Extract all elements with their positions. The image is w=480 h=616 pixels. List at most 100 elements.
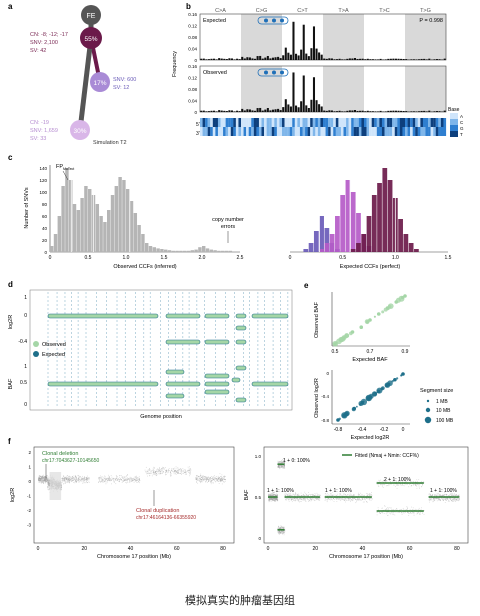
f-left-point (206, 477, 208, 479)
b-heat-cell (440, 118, 444, 127)
f-right-point (297, 499, 298, 500)
f-left-point (45, 482, 46, 484)
f-left-point (190, 469, 191, 471)
f-left-point (224, 478, 226, 480)
f-left-point (135, 475, 137, 477)
f-right-point (335, 494, 337, 496)
f-left-point (82, 477, 84, 479)
f-right-point (272, 499, 273, 501)
b-bar (282, 107, 285, 112)
f-left-point (200, 478, 202, 480)
f-right-point (273, 491, 275, 493)
f-right-point (312, 495, 313, 497)
b-bar (423, 110, 426, 112)
f-left-point (44, 479, 46, 481)
f-right-point (282, 464, 283, 466)
b-heat-cell (228, 118, 231, 127)
d-legend-observed: Observed (42, 342, 66, 348)
f-right-point (290, 495, 292, 496)
f-right-point (288, 500, 290, 502)
e-legend-dot-1 (426, 399, 430, 403)
f-right-point (284, 528, 286, 530)
f-left-point (118, 480, 119, 482)
f-right-point (299, 501, 300, 503)
f-left-point (126, 479, 127, 481)
f-left-point (197, 479, 199, 481)
f-left-point (161, 472, 163, 474)
panel-label-f: f (8, 437, 11, 446)
f-left-point (220, 476, 222, 477)
f-right-point (292, 499, 294, 500)
f-left-point (68, 478, 70, 479)
f-left-point (98, 481, 99, 483)
b-bar (223, 58, 226, 60)
f-right-point (341, 497, 343, 499)
f-right-point (293, 494, 295, 496)
f-right-point (339, 493, 341, 494)
f-left-point (119, 479, 120, 481)
f-left-point (132, 480, 133, 482)
f-right-point (272, 497, 274, 499)
f-left-point (205, 479, 207, 480)
f-right-point (270, 495, 272, 497)
f-right-point (308, 492, 309, 493)
c-left-bar (88, 189, 92, 252)
f-right-point (360, 495, 362, 497)
f-left-point (187, 469, 189, 471)
f-left-point (217, 480, 218, 481)
b-bar (394, 110, 398, 112)
b-bar (328, 110, 331, 112)
f-left-point (103, 477, 105, 479)
f-left-point (47, 480, 49, 482)
f-left-point (86, 481, 87, 483)
f-left-point (116, 477, 118, 479)
f-left-point (130, 477, 132, 479)
c-left-bar (50, 246, 54, 252)
f-right-point (364, 499, 366, 501)
b-bar (233, 59, 236, 60)
f-left-point (86, 478, 87, 479)
c-left-bar (148, 246, 153, 252)
b-heat-cell (287, 127, 290, 136)
f-left-point (40, 476, 42, 478)
f-right-point (365, 497, 366, 499)
f-left-point (68, 476, 69, 477)
b-bar (200, 58, 203, 60)
b-heat-cell (358, 127, 362, 136)
f-left-point (149, 475, 150, 477)
f-left-point (196, 477, 198, 479)
f-left-point (219, 479, 221, 480)
f-left-point (47, 478, 49, 480)
f-left-point (137, 481, 139, 483)
f-left-point (161, 468, 163, 469)
b-bar (264, 57, 267, 60)
f-left-point (65, 479, 66, 481)
f-right-point (367, 495, 369, 497)
f-left-point (200, 482, 202, 484)
f-left-point (201, 476, 203, 478)
c-right-bar (398, 219, 403, 252)
e-bot-xtick-2: -0.2 (380, 427, 389, 433)
f-right-point (282, 467, 283, 469)
f-left-point (153, 472, 154, 473)
f-left-point (67, 481, 69, 483)
f-left-point (42, 476, 44, 478)
f-left-point (43, 478, 45, 479)
f-right-point (282, 527, 284, 529)
f-right-point (275, 497, 277, 499)
f-right-point (273, 499, 274, 500)
f-right-point (278, 528, 280, 530)
f-right-point (282, 530, 284, 532)
b-bar (410, 111, 413, 112)
f-right-point (352, 497, 353, 499)
b-bar (248, 57, 251, 60)
f-left-point (187, 470, 188, 471)
f-right-point (280, 527, 282, 529)
f-right-point (316, 493, 318, 495)
f-right-point (313, 497, 314, 499)
f-left-point (48, 481, 50, 483)
f-right-point (339, 498, 341, 499)
f-left-point (130, 480, 132, 482)
f-left-point (206, 478, 208, 480)
c-left-ytick: 40 (42, 226, 48, 231)
